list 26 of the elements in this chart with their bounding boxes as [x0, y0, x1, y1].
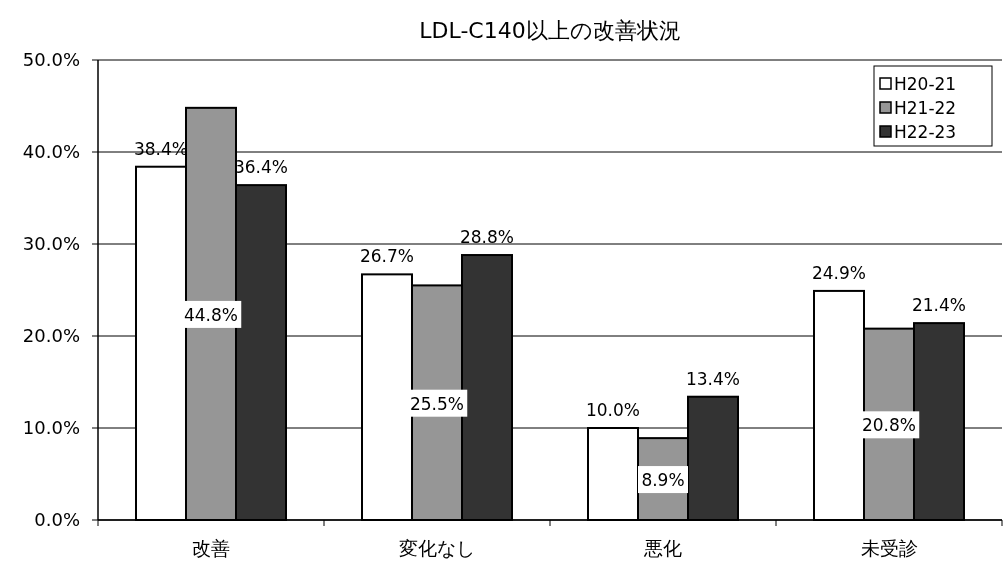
- legend-label: H20-21: [894, 74, 957, 94]
- chart-title: LDL-C140以上の改善状況: [419, 18, 681, 43]
- x-tick-label: 改善: [192, 537, 230, 559]
- data-label: 24.9%: [811, 262, 867, 283]
- data-label: 26.7%: [359, 246, 415, 267]
- data-label: 10.0%: [585, 400, 641, 420]
- y-tick-label: 0.0%: [34, 509, 80, 530]
- y-tick-label: 20.0%: [22, 325, 80, 346]
- data-label: 44.8%: [183, 304, 239, 325]
- y-tick-label: 10.0%: [22, 417, 80, 438]
- data-label: 28.8%: [459, 227, 515, 248]
- data-label: 13.4%: [685, 368, 741, 389]
- data-label: 20.8%: [861, 415, 917, 436]
- y-tick-label: 40.0%: [22, 141, 80, 162]
- data-label: 36.4%: [233, 157, 289, 178]
- x-tick-label: 未受診: [860, 537, 918, 559]
- legend-label: H21-22: [894, 98, 957, 118]
- data-label: 25.5%: [409, 393, 465, 414]
- y-tick-label: 50.0%: [22, 49, 80, 70]
- legend-label: H22-23: [894, 122, 957, 142]
- data-label: 8.9%: [641, 470, 685, 491]
- x-tick-label: 悪化: [643, 537, 682, 559]
- data-label: 21.4%: [911, 295, 967, 316]
- y-tick-label: 30.0%: [22, 233, 80, 254]
- x-tick-label: 変化なし: [399, 537, 475, 559]
- data-label: 38.4%: [133, 138, 189, 159]
